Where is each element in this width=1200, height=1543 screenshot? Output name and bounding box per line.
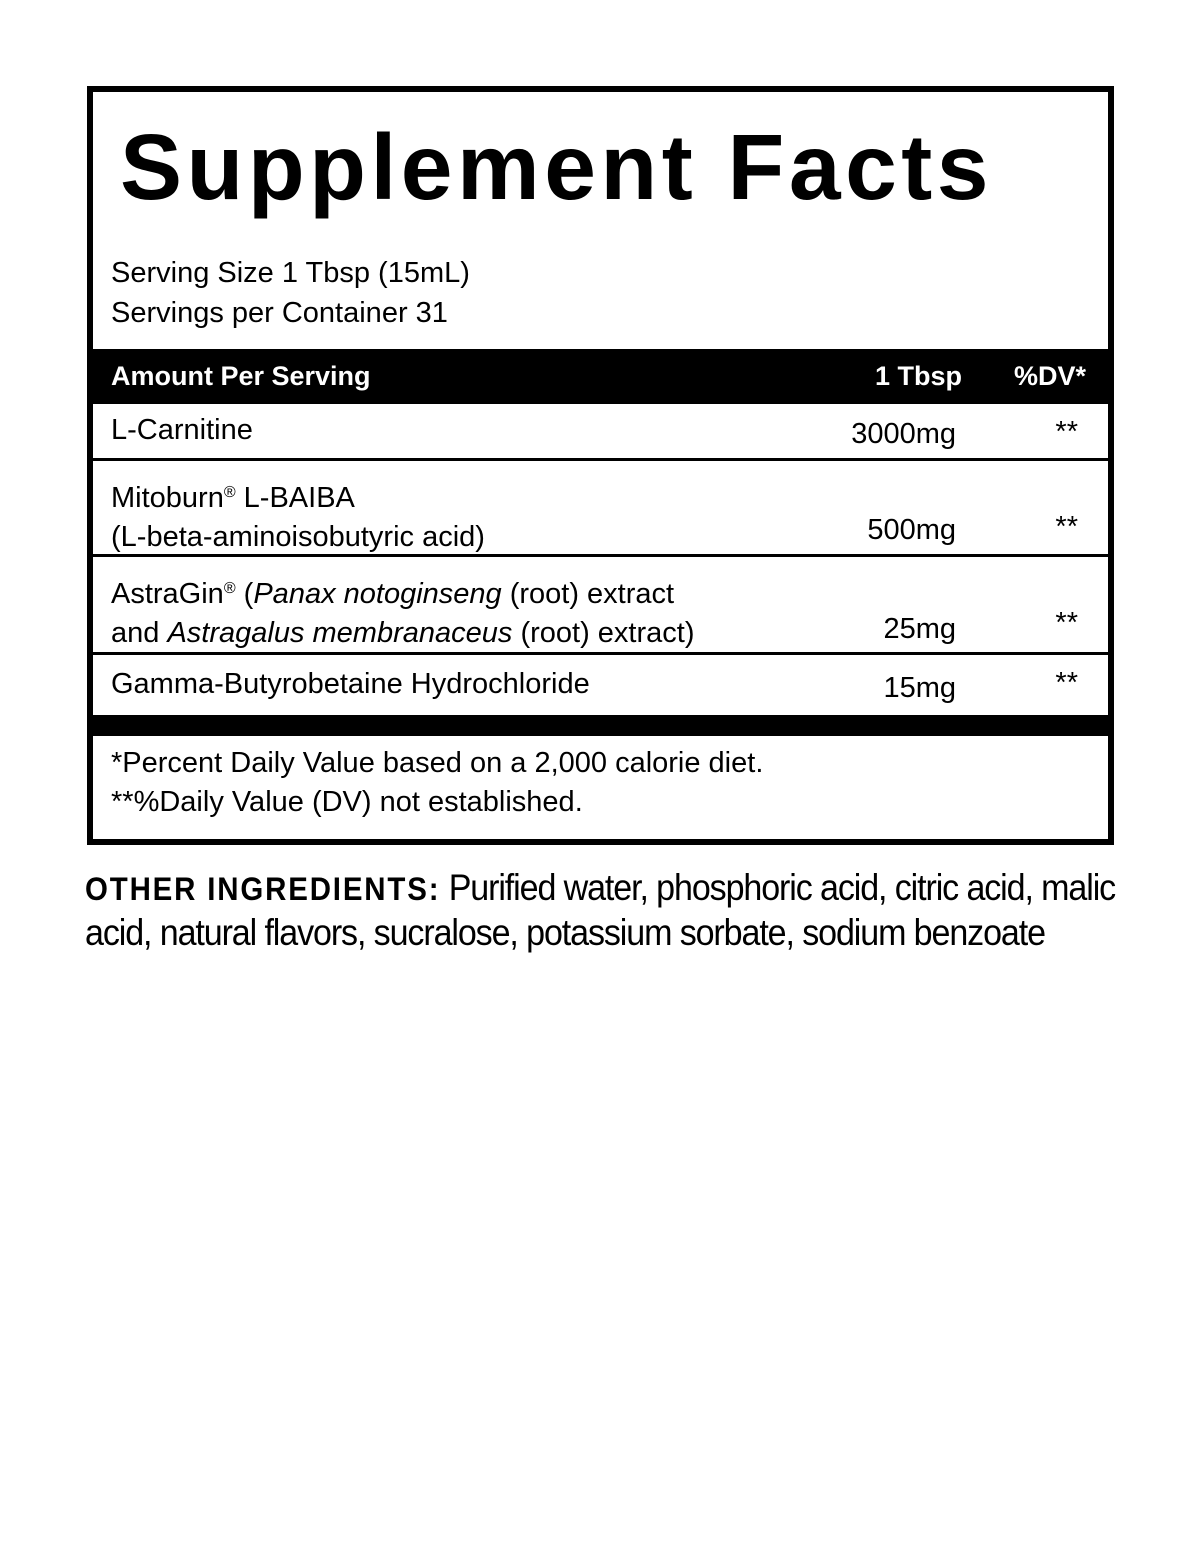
- footnote: **%Daily Value (DV) not established.: [111, 786, 583, 818]
- other-ingredients: OTHER INGREDIENTS: Purified water, phosp…: [85, 866, 1125, 955]
- name-part: (root) extract): [512, 617, 695, 649]
- table-row: L-Carnitine 3000mg **: [93, 404, 1108, 461]
- ingredient-amount: 500mg: [867, 514, 956, 546]
- ingredient-name: L-Carnitine: [111, 414, 253, 446]
- name-part: (: [235, 578, 254, 610]
- registered-mark: ®: [223, 484, 236, 501]
- footnotes: *Percent Daily Value based on a 2,000 ca…: [111, 744, 763, 822]
- serving-size: Serving Size 1 Tbsp (15mL): [111, 257, 470, 289]
- ingredient-dv: **: [1055, 416, 1078, 448]
- ingredient-name: Gamma-Butyrobetaine Hydrochloride: [111, 668, 590, 700]
- table-row: Gamma-Butyrobetaine Hydrochloride 15mg *…: [93, 655, 1108, 718]
- header-dv: %DV*: [1013, 361, 1086, 391]
- ingredient-dv: **: [1055, 607, 1078, 639]
- header-unit: 1 Tbsp: [874, 361, 962, 391]
- ingredient-dv: **: [1055, 667, 1078, 699]
- ingredient-amount: 3000mg: [851, 418, 956, 450]
- ingredient-amount: 15mg: [883, 672, 956, 704]
- ingredient-name: Mitoburn® L-BAIBA (L-beta-aminoisobutyric…: [111, 473, 485, 557]
- table-header: Amount Per Serving 1 Tbsp %DV*: [93, 349, 1108, 404]
- name-part: Astragalus membranaceus: [167, 617, 513, 649]
- name-part: (root) extract: [501, 578, 675, 610]
- footnote: *Percent Daily Value based on a 2,000 ca…: [111, 747, 764, 779]
- table-row: AstraGin® (Panax notoginseng (root) extr…: [93, 557, 1108, 655]
- other-ingredients-text: Purified water, phosphoric acid, citric …: [85, 867, 1116, 953]
- ingredient-dv: **: [1055, 511, 1078, 543]
- name-part: Mitoburn: [111, 482, 224, 514]
- divider-bar: [93, 718, 1108, 736]
- name-part: Panax notoginseng: [253, 578, 502, 610]
- name-part: L-BAIBA: [235, 482, 355, 514]
- ingredient-name: AstraGin® (Panax notoginseng (root) extr…: [111, 569, 695, 653]
- name-part: AstraGin: [111, 578, 224, 610]
- header-amount: Amount Per Serving: [111, 361, 371, 391]
- servings-per-container: Servings per Container 31: [111, 297, 448, 329]
- registered-mark: ®: [223, 580, 236, 597]
- name-part: and: [111, 617, 168, 649]
- panel-title: Supplement Facts: [120, 115, 993, 219]
- table-row: Mitoburn® L-BAIBA (L-beta-aminoisobutyric…: [93, 461, 1108, 557]
- name-part: (L-beta-aminoisobutyric acid): [111, 521, 485, 553]
- other-ingredients-label: OTHER INGREDIENTS:: [85, 871, 441, 907]
- ingredient-amount: 25mg: [883, 613, 956, 645]
- supplement-facts-panel: Supplement Facts Serving Size 1 Tbsp (15…: [87, 86, 1114, 845]
